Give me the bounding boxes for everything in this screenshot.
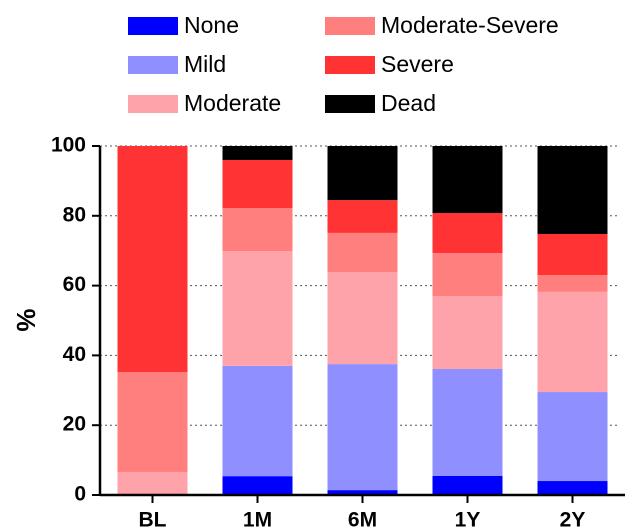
y-tick-label: 0 xyxy=(74,483,86,506)
bar-segment xyxy=(432,146,503,214)
legend-swatch xyxy=(128,95,178,113)
y-tick-label: 100 xyxy=(51,134,86,157)
bar-segment xyxy=(222,476,293,495)
bar-segment xyxy=(537,233,608,276)
legend-label: Mild xyxy=(184,51,226,77)
legend-swatch xyxy=(325,56,375,74)
legend-label: Dead xyxy=(381,90,436,116)
bar-segment xyxy=(327,271,398,365)
x-tick-label: 6M xyxy=(348,509,377,530)
bar-segment xyxy=(537,392,608,482)
bar-segment xyxy=(537,146,608,234)
bar-segment xyxy=(327,200,398,233)
y-axis-label: % xyxy=(11,308,41,331)
bar-segment xyxy=(222,251,293,366)
x-tick-label: BL xyxy=(139,509,167,530)
legend-label: None xyxy=(184,12,239,38)
legend-swatch xyxy=(128,56,178,74)
bar-segment xyxy=(117,146,188,373)
y-tick-label: 20 xyxy=(63,413,86,436)
bar-segment xyxy=(222,208,293,252)
bar-segment xyxy=(537,291,608,393)
bar-segment xyxy=(222,159,293,209)
y-tick-label: 80 xyxy=(63,203,86,226)
bar-segment xyxy=(222,146,293,160)
legend-label: Severe xyxy=(381,51,454,77)
bar-segment xyxy=(327,232,398,272)
bar-segment xyxy=(327,490,398,495)
bar-segment xyxy=(117,372,188,472)
bar-segment xyxy=(432,296,503,370)
bar-segment xyxy=(432,369,503,476)
x-tick-label: 1M xyxy=(243,509,272,530)
bar-segment xyxy=(432,213,503,254)
y-tick-label: 40 xyxy=(63,343,86,366)
legend-swatch xyxy=(128,17,178,35)
y-tick-label: 60 xyxy=(63,273,86,296)
legend-label: Moderate-Severe xyxy=(381,12,559,38)
legend-swatch xyxy=(325,95,375,113)
legend-swatch xyxy=(325,17,375,35)
bar-segment xyxy=(432,475,503,495)
bar-segment xyxy=(432,253,503,297)
legend-label: Moderate xyxy=(184,90,281,116)
x-tick-label: 2Y xyxy=(560,509,586,530)
bar-segment xyxy=(327,364,398,491)
bar-segment xyxy=(327,146,398,201)
bar-segment xyxy=(537,275,608,292)
x-tick-label: 1Y xyxy=(455,509,481,530)
bar-segment xyxy=(117,471,188,495)
bar-segment xyxy=(222,365,293,477)
bar-segment xyxy=(537,481,608,495)
